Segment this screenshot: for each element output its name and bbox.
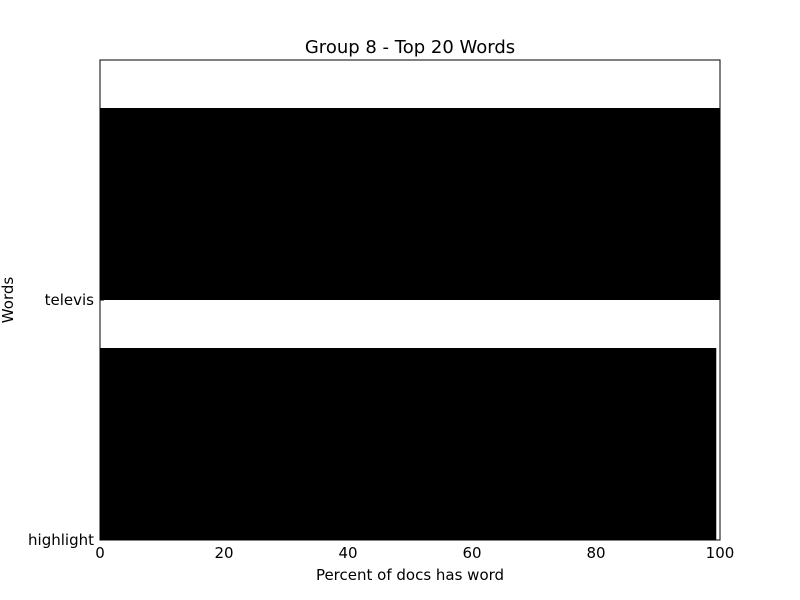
bar-highlight bbox=[100, 348, 717, 540]
bars-group bbox=[100, 108, 720, 540]
y-axis-ticks: highlight televis bbox=[28, 291, 104, 549]
y-axis-label: Words bbox=[0, 277, 17, 324]
y-tick-label: televis bbox=[45, 291, 95, 309]
x-axis-ticks: 0 20 40 60 80 100 bbox=[95, 536, 734, 562]
x-tick-label: 20 bbox=[214, 544, 233, 562]
bar-televis bbox=[100, 108, 720, 300]
chart-title: Group 8 - Top 20 Words bbox=[305, 37, 515, 58]
x-tick-label: 60 bbox=[462, 544, 481, 562]
x-axis-label: Percent of docs has word bbox=[316, 566, 504, 584]
x-tick-label: 80 bbox=[586, 544, 605, 562]
x-tick-label: 100 bbox=[706, 544, 735, 562]
x-tick-label: 0 bbox=[95, 544, 105, 562]
x-tick-label: 40 bbox=[338, 544, 357, 562]
y-tick-label: highlight bbox=[28, 531, 94, 549]
